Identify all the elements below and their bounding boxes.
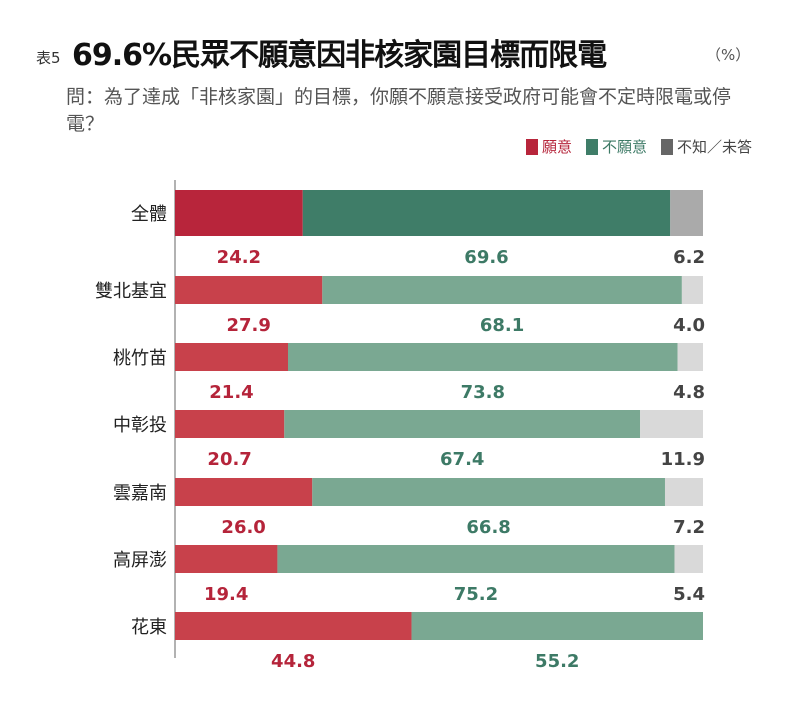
bar-segment [312,478,665,506]
bar-segment [640,410,703,438]
data-label: 44.8 [271,651,315,672]
bar-segment [322,276,682,304]
legend-item-unwilling: 不願意 [585,136,647,157]
category-label: 全體 [131,204,167,225]
bar-segment [175,410,285,438]
data-label: 73.8 [461,382,505,403]
data-label: 6.2 [673,247,705,268]
data-label: 21.4 [209,382,253,403]
legend: 願意 不願意 不知／未答 [525,136,752,157]
bar-segment [664,478,703,506]
bar-segment [175,478,313,506]
legend-label: 願意 [541,138,572,156]
category-label: 中彰投 [113,415,167,436]
data-label: 20.7 [207,449,251,470]
unit-label: （%） [706,46,751,64]
chart-title: 69.6%民眾不願意因非核家園目標而限電 [72,38,607,73]
category-label: 高屏澎 [113,550,167,571]
bar-segment [175,343,288,371]
bar-segment [302,190,671,236]
data-label: 19.4 [204,584,248,605]
bar-segment [681,276,703,304]
data-label: 66.8 [466,517,510,538]
bar-segment [670,190,703,236]
legend-swatch [660,138,673,155]
bar-segment [674,545,703,573]
data-label: 11.9 [661,449,705,470]
data-label: 55.2 [535,651,579,672]
bar-segment [175,276,323,304]
bar-segment [287,343,678,371]
survey-question: 問：為了達成「非核家園」的目標，你願不願意接受政府可能會不定時限電或停電？ [66,86,732,135]
category-label: 雙北基宜 [95,281,167,302]
data-label: 26.0 [221,517,265,538]
bar-segment [284,410,641,438]
data-label: 5.4 [673,584,705,605]
bar-segment [677,343,703,371]
data-label: 4.8 [673,382,705,403]
data-label: 4.0 [673,315,705,336]
legend-swatch [525,138,538,155]
legend-label: 不知／未答 [676,138,752,156]
bar-segment [175,545,278,573]
legend-swatch [585,138,598,155]
data-label: 75.2 [454,584,498,605]
data-label: 67.4 [440,449,484,470]
data-label: 68.1 [480,315,524,336]
legend-item-unknown: 不知／未答 [660,136,752,157]
category-label: 桃竹苗 [113,348,167,369]
legend-label: 不願意 [601,138,647,156]
category-label: 雲嘉南 [113,483,167,504]
bar-segment [175,190,303,236]
data-label: 27.9 [226,315,270,336]
legend-item-willing: 願意 [525,136,572,157]
bar-segment [277,545,675,573]
table-number: 表5 [36,49,61,67]
data-label: 69.6 [464,247,508,268]
data-label: 24.2 [217,247,261,268]
bar-segment [175,612,412,640]
category-label: 花東 [131,617,167,638]
bar-segment [411,612,703,640]
data-label: 7.2 [673,517,705,538]
